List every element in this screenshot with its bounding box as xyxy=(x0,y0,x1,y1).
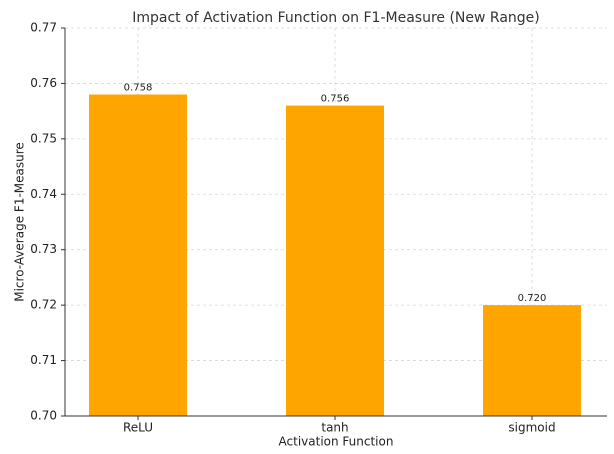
bar xyxy=(286,105,384,416)
value-label: 0.758 xyxy=(124,83,153,94)
value-label: 0.756 xyxy=(321,94,350,105)
x-tick-label: sigmoid xyxy=(508,421,555,435)
value-label: 0.720 xyxy=(518,293,547,304)
y-tick-label: 0.71 xyxy=(30,353,57,367)
y-tick-label: 0.74 xyxy=(30,187,57,201)
x-tick-label: ReLU xyxy=(123,421,153,435)
y-tick-label: 0.77 xyxy=(30,21,57,35)
y-tick-label: 0.76 xyxy=(30,76,57,90)
y-axis-label: Micro-Average F1-Measure xyxy=(13,142,27,302)
y-tick-label: 0.72 xyxy=(30,298,57,312)
x-tick-label: tanh xyxy=(321,421,348,435)
bar xyxy=(89,94,187,416)
x-axis-label: Activation Function xyxy=(279,435,394,449)
y-tick-label: 0.70 xyxy=(30,409,57,423)
bar xyxy=(483,305,581,416)
chart-title: Impact of Activation Function on F1-Meas… xyxy=(132,10,539,26)
y-tick-label: 0.73 xyxy=(30,242,57,256)
y-tick-label: 0.75 xyxy=(30,131,57,145)
